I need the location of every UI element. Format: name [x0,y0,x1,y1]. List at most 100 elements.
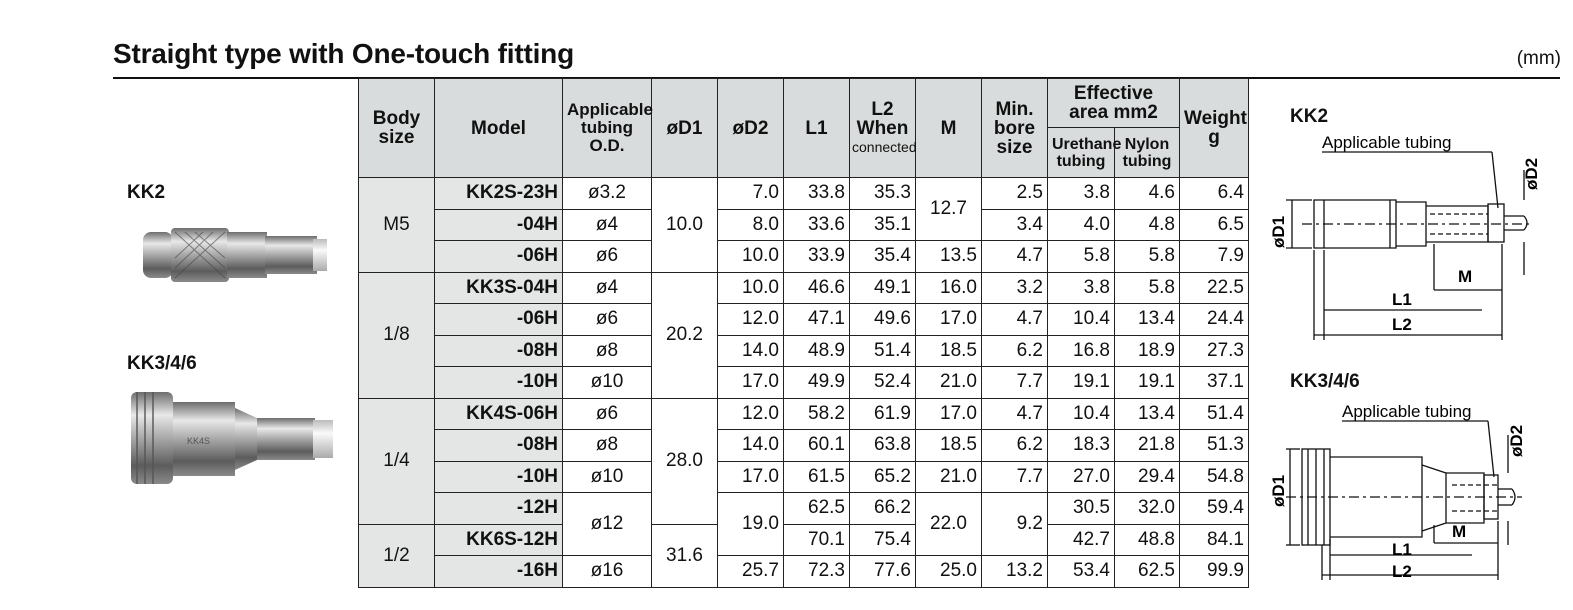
d1-cell: 28.0 [651,397,718,525]
nylon-cell: 48.8 [1114,523,1180,556]
kk3-tubing-label: Applicable tubing [1342,402,1471,421]
l1-cell: 33.8 [783,177,850,210]
urethane-cell: 3.8 [1047,177,1115,210]
model-cell: -06H [434,240,563,273]
kk3-4-6-photo: KK4S [131,392,333,484]
l2-cell: 49.1 [849,271,916,304]
header-d1: øD1 [651,78,718,178]
table-row: -06H ø6 10.0 33.9 35.4 13.5 4.7 5.8 5.8 7.9 [359,240,1249,273]
weight-cell: 27.3 [1179,334,1249,367]
header-bore: Min. bore size [981,78,1048,178]
header-nylon: Nylon tubing [1114,127,1180,178]
m-cell: 21.0 [915,366,982,399]
l2-cell: 66.2 [849,492,916,525]
m-cell: 13.5 [915,240,982,273]
tubing-cell: ø6 [562,240,652,273]
urethane-cell: 30.5 [1047,492,1115,525]
bore-cell: 7.7 [981,460,1048,493]
header-effective-area: Effective area mm2 [1047,78,1180,128]
kk2-photo [143,228,327,282]
model-cell: KK2S-23H [434,177,563,210]
table-row: -16H ø16 25.7 72.3 77.6 25.0 13.2 53.4 62.5 99.9 [359,555,1249,588]
kk2-m-label: M [1458,267,1472,286]
l2-cell: 51.4 [849,334,916,367]
unit-label: (mm) [1516,48,1561,69]
body-size-cell: 1/2 [358,523,435,588]
spec-table: Body size Model Applicable tubing O.D. ø… [358,78,1249,588]
body-size-cell: 1/8 [358,271,435,399]
d1-cell: 20.2 [651,271,718,399]
tubing-cell: ø3.2 [562,177,652,210]
l1-cell: 62.5 [783,492,850,525]
model-cell: KK6S-12H [434,523,563,556]
weight-cell: 6.4 [1179,177,1249,210]
table-row: 1/2 KK6S-12H 31.6 70.1 75.4 42.7 48.8 84.1 [358,523,1249,588]
diagram-label-kk3-4-6: KK3/4/6 [1290,371,1360,392]
m-cell: 17.0 [915,303,982,336]
weight-cell: 99.9 [1179,555,1249,588]
table-row: 1/8 KK3S-04H ø4 20.2 10.0 46.6 49.1 16.0 3.2 3.8 5… [358,271,1249,399]
l1-cell: 60.1 [783,429,850,462]
urethane-cell: 27.0 [1047,460,1115,493]
weight-cell: 51.4 [1179,397,1249,430]
d2-cell: 14.0 [717,334,784,367]
header-l2-label: L2 When [856,98,909,139]
l1-cell: 58.2 [783,397,850,430]
urethane-cell: 5.8 [1047,240,1115,273]
d2-cell: 7.0 [717,177,784,210]
kk2-tubing-label: Applicable tubing [1322,133,1451,152]
model-cell: -16H [434,555,563,588]
model-cell: -10H [434,460,563,493]
table-row: -08H ø8 14.0 60.1 63.8 18.5 6.2 18.3 21.8 51.3 [359,429,1249,462]
bore-cell: 13.2 [981,555,1048,588]
d2-cell: 19.0 [717,492,784,556]
nylon-cell: 13.4 [1114,303,1180,336]
tubing-cell: ø6 [562,303,652,336]
kk2-l1-label: L1 [1392,290,1412,309]
header-tubing: Applicable tubing O.D. [562,78,653,178]
kk2-d1-label: øD1 [1269,216,1288,248]
model-cell: -08H [434,334,563,367]
nylon-cell: 5.8 [1114,271,1180,304]
nylon-cell: 4.8 [1114,208,1180,241]
d1-cell: 31.6 [651,523,718,588]
d2-cell: 25.7 [717,555,784,588]
model-cell: -12H [434,492,563,525]
kk3-l2-label: L2 [1392,562,1412,581]
urethane-cell: 10.4 [1047,303,1115,336]
weight-cell: 51.3 [1179,429,1249,462]
nylon-cell: 13.4 [1114,397,1180,430]
table-row: -12H ø12 19.0 62.5 66.2 22.0 9.2 30.5 32.0 59.4 [359,492,1249,556]
l1-cell: 46.6 [783,271,850,304]
nylon-cell: 32.0 [1114,492,1180,525]
l2-cell: 35.3 [849,177,916,210]
urethane-cell: 10.4 [1047,397,1115,430]
kk3-l1-label: L1 [1392,540,1412,559]
diagram-label-kk2: KK2 [1290,106,1329,127]
l2-cell: 63.8 [849,429,916,462]
d2-cell: 12.0 [717,397,784,430]
d2-cell: 10.0 [717,271,784,304]
d2-cell: 8.0 [717,208,784,241]
svg-text:KK4S: KK4S [187,436,210,446]
m-cell: 18.5 [915,334,982,367]
l2-cell: 35.1 [849,208,916,241]
nylon-cell: 4.6 [1114,177,1180,210]
urethane-cell: 4.0 [1047,208,1115,241]
d2-cell: 12.0 [717,303,784,336]
weight-cell: 59.4 [1179,492,1249,525]
kk2-dimension-drawing: Applicable tubing øD2 øD1 M L1 L2 [1269,133,1541,340]
m-cell: 25.0 [915,555,982,588]
urethane-cell: 3.8 [1047,271,1115,304]
kk3-d2-label: øD2 [1507,425,1526,457]
spec-table-body: M5 KK2S-23H ø3.2 10.0 7.0 33.8 35.3 12.7 2.5 3.8 4… [358,177,1249,588]
l1-cell: 47.1 [783,303,850,336]
d2-cell: 17.0 [717,366,784,399]
nylon-cell: 62.5 [1114,555,1180,588]
weight-cell: 22.5 [1179,271,1249,304]
body-size-cell: 1/4 [358,397,435,525]
weight-cell: 6.5 [1179,208,1249,241]
d2-cell: 10.0 [717,240,784,273]
d2-cell: 17.0 [717,460,784,493]
kk3-d1-label: øD1 [1269,475,1288,507]
